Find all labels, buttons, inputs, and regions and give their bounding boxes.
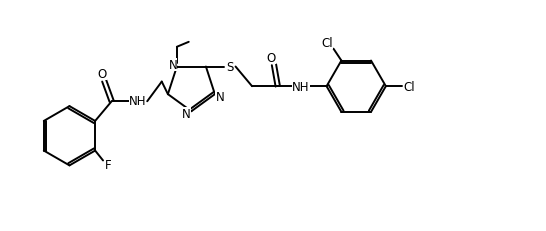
Text: N: N: [216, 90, 224, 103]
Text: NH: NH: [129, 94, 146, 107]
Text: S: S: [226, 61, 233, 74]
Text: Cl: Cl: [322, 37, 334, 50]
Text: O: O: [98, 68, 107, 81]
Text: NH: NH: [292, 80, 310, 93]
Text: O: O: [266, 52, 276, 65]
Text: F: F: [105, 158, 111, 171]
Text: N: N: [169, 59, 177, 72]
Text: N: N: [182, 107, 191, 120]
Text: Cl: Cl: [403, 80, 416, 93]
